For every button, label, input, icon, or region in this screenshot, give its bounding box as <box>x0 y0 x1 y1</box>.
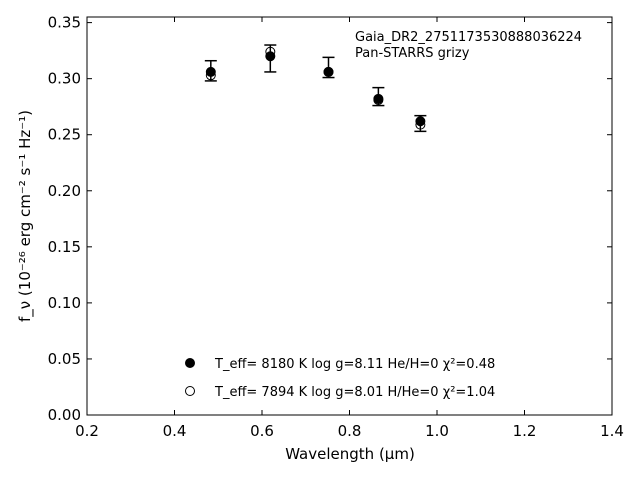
x-tick-label: 0.6 <box>250 422 274 440</box>
data-marks <box>204 44 427 133</box>
legend-entry-1: T_eff= 8180 K log g=8.11 He/H=0 χ²=0.48 <box>214 357 495 372</box>
y-axis-label: f_ν (10⁻²⁶ erg cm⁻² s⁻¹ Hz⁻¹) <box>16 110 35 322</box>
x-tick-label: 1.4 <box>600 422 624 440</box>
x-tick-label: 1.0 <box>425 422 449 440</box>
model-point-filled <box>265 51 276 62</box>
annotation-source: Gaia_DR2_2751173530888036224 <box>355 30 582 45</box>
y-tick-label: 0.20 <box>48 182 81 200</box>
y-tick-label: 0.25 <box>48 126 81 144</box>
y-axis-ticks: 0.00 0.05 0.10 0.15 0.20 0.25 0.30 0.35 <box>48 14 612 424</box>
y-tick-label: 0.35 <box>48 14 81 32</box>
y-tick-label: 0.30 <box>48 70 81 88</box>
legend-marker-filled <box>185 358 195 368</box>
annotation-filters: Pan-STARRS grizy <box>355 46 470 61</box>
y-tick-label: 0.15 <box>48 238 81 256</box>
model-point-filled <box>373 93 384 104</box>
y-tick-label: 0.00 <box>48 406 81 424</box>
x-tick-label: 0.4 <box>163 422 187 440</box>
y-tick-label: 0.05 <box>48 350 81 368</box>
x-tick-label: 1.2 <box>513 422 537 440</box>
x-tick-label: 0.2 <box>75 422 99 440</box>
legend: T_eff= 8180 K log g=8.11 He/H=0 χ²=0.48 … <box>185 357 495 400</box>
model-point-filled <box>415 116 426 127</box>
legend-entry-2: T_eff= 7894 K log g=8.01 H/He=0 χ²=1.04 <box>214 385 495 400</box>
legend-marker-open <box>185 386 195 396</box>
x-axis-label: Wavelength (μm) <box>285 445 415 463</box>
x-tick-label: 0.8 <box>338 422 362 440</box>
model-point-filled <box>323 66 334 77</box>
model-point-filled <box>205 66 216 77</box>
y-tick-label: 0.10 <box>48 294 81 312</box>
plot-frame <box>86 16 613 416</box>
